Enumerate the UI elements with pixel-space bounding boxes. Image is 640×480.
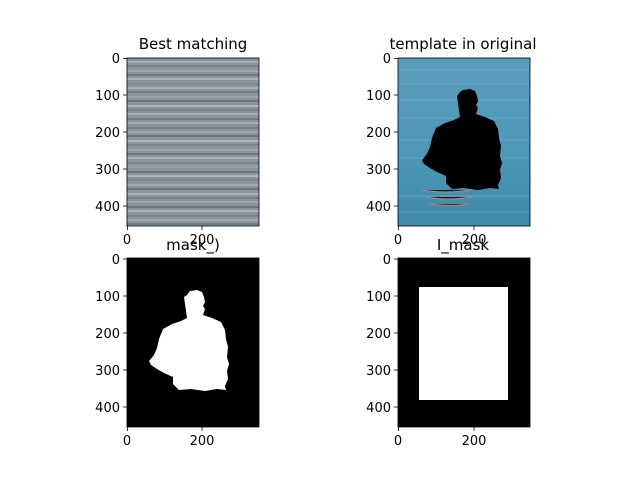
x-tick-label: 200 xyxy=(190,233,215,248)
white-rectangle xyxy=(419,287,508,400)
y-axis xyxy=(394,258,398,408)
y-tick-label: 400 xyxy=(95,200,120,215)
y-tick-label: 400 xyxy=(95,401,120,416)
white-silhouette xyxy=(149,290,229,391)
y-axis xyxy=(123,258,127,408)
person-in-water-image xyxy=(398,58,530,226)
y-tick-label: 300 xyxy=(366,163,391,178)
y-tick-label: 100 xyxy=(95,89,120,104)
panel-title: I_mask xyxy=(437,236,490,255)
y-tick-label: 200 xyxy=(95,327,120,342)
y-tick-label: 0 xyxy=(112,253,120,268)
x-axis xyxy=(398,226,475,230)
y-tick-label: 200 xyxy=(95,126,120,141)
y-tick-label: 100 xyxy=(95,290,120,305)
x-tick-label: 0 xyxy=(394,233,402,248)
y-tick-label: 400 xyxy=(366,200,391,215)
x-tick-label: 200 xyxy=(462,434,487,449)
y-tick-label: 0 xyxy=(383,52,391,67)
x-tick-label: 200 xyxy=(462,233,487,248)
x-tick-label: 0 xyxy=(123,233,131,248)
y-tick-label: 400 xyxy=(366,401,391,416)
y-axis xyxy=(394,58,398,207)
x-axis xyxy=(127,427,203,431)
x-tick-label: 0 xyxy=(394,434,402,449)
y-tick-label: 0 xyxy=(112,52,120,67)
water-texture-image xyxy=(127,58,259,226)
panel-mask: mask_) 0 100 200 300 400 0 200 xyxy=(95,236,260,449)
y-tick-label: 300 xyxy=(366,364,391,379)
panel-best-matching: Best matching xyxy=(95,35,260,248)
panel-i-mask: I_mask 0 100 200 300 400 0 200 xyxy=(366,236,531,449)
y-tick-label: 100 xyxy=(366,89,391,104)
x-tick-label: 200 xyxy=(190,434,215,449)
x-axis xyxy=(127,226,203,230)
y-tick-label: 200 xyxy=(366,327,391,342)
black-silhouette xyxy=(422,89,502,190)
y-axis xyxy=(123,58,127,207)
panel-title: template in original xyxy=(390,35,537,53)
y-tick-label: 200 xyxy=(366,126,391,141)
x-tick-label: 0 xyxy=(123,434,131,449)
y-tick-label: 300 xyxy=(95,163,120,178)
panel-title: Best matching xyxy=(139,35,248,53)
panel-title: mask_) xyxy=(166,236,220,255)
x-axis xyxy=(398,427,475,431)
panel-template-in-original: template in original xyxy=(366,35,536,248)
y-tick-label: 0 xyxy=(383,253,391,268)
y-tick-label: 100 xyxy=(366,290,391,305)
y-tick-label: 300 xyxy=(95,364,120,379)
